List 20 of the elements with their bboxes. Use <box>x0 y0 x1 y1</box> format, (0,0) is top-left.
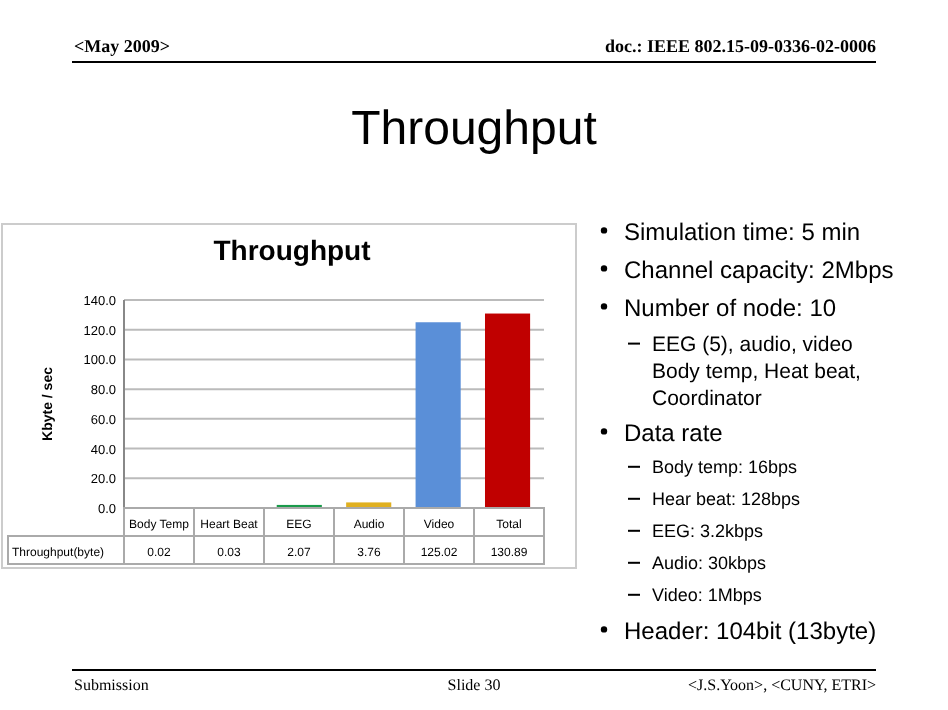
text: Submission <box>74 676 149 694</box>
text: Slide 30 <box>447 676 501 694</box>
bar <box>484 313 531 508</box>
text: Header: 104bit (13byte) <box>624 617 877 645</box>
text: <J.S.Yoon>, <CUNY, ETRI> <box>688 676 877 694</box>
text: EEG (5), audio, video Body temp, Heat beat, Coordinator <box>652 333 861 411</box>
text: doc.: IEEE 802.15-09-0336-02-0006 <box>605 36 877 56</box>
text: EEG: 3.2kbps <box>652 521 765 541</box>
text: Simulation time: 5 min <box>624 218 861 246</box>
text: Number of node: 10 <box>624 294 837 322</box>
bar <box>415 322 461 508</box>
text: Audio: 30kbps <box>652 553 768 573</box>
chart-title: Throughput <box>213 234 372 266</box>
text: Video: 1Mbps <box>652 585 763 605</box>
text: Data rate <box>624 419 724 447</box>
text: Hear beat: 128bps <box>652 489 802 509</box>
text: Channel capacity: 2Mbps <box>624 256 894 284</box>
text: Throughput <box>351 102 598 156</box>
text: <May 2009> <box>74 36 171 56</box>
text: Body temp: 16bps <box>652 457 799 477</box>
